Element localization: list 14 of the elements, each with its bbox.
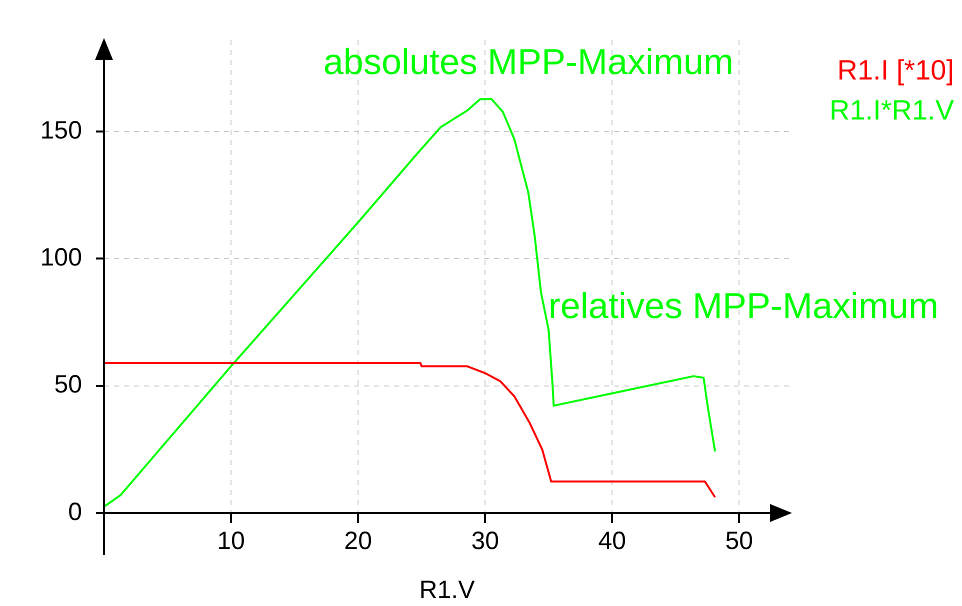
- x-axis-title: R1.V: [419, 576, 476, 604]
- text: R1.I*R1.V: [830, 94, 954, 126]
- x-tick-label: 10: [217, 526, 245, 555]
- x-tick-label: 40: [598, 526, 626, 555]
- annotation: relatives MPP-Maximum: [548, 285, 938, 326]
- x-tick-label: 50: [725, 526, 754, 555]
- annotation: absolutes MPP-Maximum: [323, 41, 734, 82]
- x-tick-label: 20: [344, 526, 372, 555]
- y-tick-label: 0: [68, 498, 82, 526]
- y-tick-label: 150: [40, 116, 82, 144]
- y-tick-label: 100: [40, 244, 82, 272]
- text: R1.I [*10]: [837, 54, 954, 86]
- x-tick-label: 30: [471, 526, 500, 555]
- y-tick-label: 50: [54, 370, 82, 399]
